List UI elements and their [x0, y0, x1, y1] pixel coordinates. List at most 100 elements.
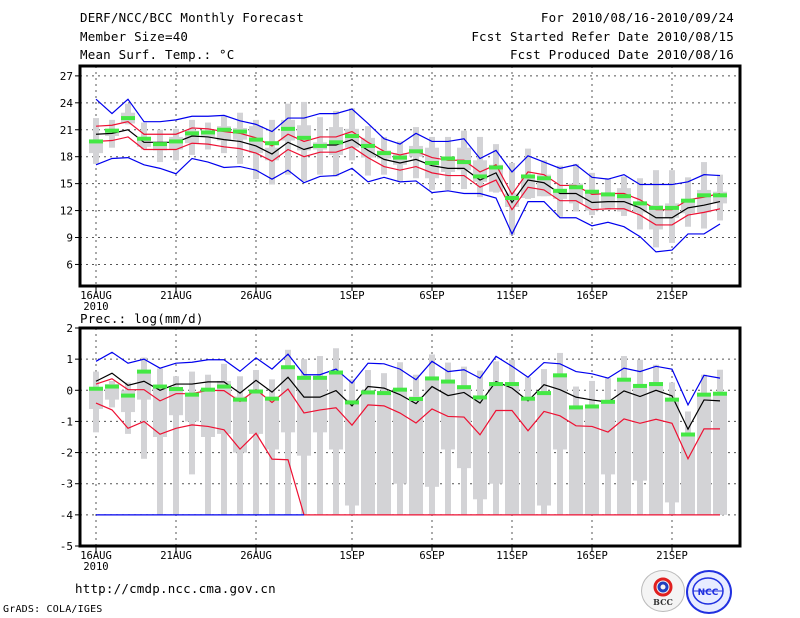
obs-marker	[521, 174, 535, 179]
range-bar	[173, 376, 179, 515]
obs-marker	[185, 131, 199, 136]
x-tick-label: 16AUG	[80, 290, 112, 302]
x-tick-label: 16SEP	[576, 550, 608, 562]
obs-marker	[553, 188, 567, 193]
obs-marker	[297, 135, 311, 140]
y-tick-label: 15	[60, 178, 73, 191]
quartile-box	[313, 377, 327, 433]
quartile-box	[185, 393, 199, 422]
obs-marker	[569, 405, 583, 410]
x-tick-label: 21AUG	[160, 290, 192, 302]
quartile-box	[441, 380, 455, 450]
obs-marker	[297, 375, 311, 380]
y-tick-label: 27	[60, 70, 73, 83]
y-tick-label: 18	[60, 151, 73, 164]
obs-marker	[345, 134, 359, 139]
obs-marker	[457, 385, 471, 390]
obs-marker	[489, 165, 503, 170]
obs-marker	[665, 205, 679, 210]
obs-marker	[441, 156, 455, 161]
obs-marker	[361, 143, 375, 148]
bcc-logo-icon: BCC	[653, 577, 673, 607]
series-outer-upper	[95, 351, 721, 407]
obs-marker	[233, 129, 247, 134]
quartile-box	[617, 379, 631, 515]
obs-marker	[169, 387, 183, 392]
quartile-box	[217, 380, 231, 434]
range-bar	[141, 122, 147, 150]
quartile-box	[649, 384, 663, 515]
obs-marker	[281, 365, 295, 370]
obs-marker	[89, 139, 103, 144]
quartile-box	[713, 191, 727, 204]
obs-marker	[457, 160, 471, 165]
quartile-box	[297, 377, 311, 456]
quartile-box	[473, 160, 487, 182]
obs-marker	[169, 139, 183, 144]
temp-panel-label: Mean Surf. Temp.: °C	[80, 47, 235, 62]
quartile-box	[409, 396, 423, 515]
obs-marker	[665, 397, 679, 402]
obs-marker	[201, 387, 215, 392]
obs-marker	[185, 392, 199, 397]
obs-marker	[105, 384, 119, 389]
obs-marker	[633, 383, 647, 388]
obs-marker	[265, 396, 279, 401]
quartile-box	[457, 147, 471, 171]
obs-marker	[137, 369, 151, 374]
quartile-box	[601, 193, 615, 208]
quartile-box	[457, 387, 471, 469]
obs-marker	[585, 189, 599, 194]
obs-marker	[425, 376, 439, 381]
x-tick-year: 2010	[83, 301, 108, 313]
obs-marker	[409, 149, 423, 154]
series-outer-lower	[95, 156, 721, 253]
series-mean	[95, 372, 721, 431]
obs-marker	[633, 201, 647, 206]
obs-marker	[537, 391, 551, 396]
y-tick-label: 21	[60, 124, 73, 137]
quartile-box	[121, 390, 135, 413]
plot-frame	[78, 326, 742, 548]
x-tick-year: 2010	[83, 561, 108, 573]
quartile-box	[249, 390, 263, 434]
source-url[interactable]: http://cmdp.ncc.cma.gov.cn	[75, 581, 276, 596]
quartile-box	[521, 399, 535, 515]
started-date: Fcst Started Refer Date 2010/08/15	[471, 29, 734, 44]
range-bar	[189, 371, 195, 475]
quartile-box	[153, 142, 167, 151]
y-tick-label: 6	[66, 258, 73, 271]
x-tick-label: 11SEP	[496, 550, 528, 562]
range-bar	[141, 357, 147, 459]
range-bar	[525, 148, 531, 199]
quartile-box	[329, 371, 343, 450]
obs-marker	[681, 198, 695, 203]
ncc-logo-icon: NCC	[692, 577, 724, 605]
obs-marker	[217, 127, 231, 132]
obs-marker	[473, 395, 487, 400]
series-outer-upper	[95, 98, 721, 186]
obs-marker	[329, 140, 343, 145]
obs-marker	[649, 205, 663, 210]
quartile-box	[281, 368, 295, 433]
obs-marker	[681, 432, 695, 437]
obs-marker	[121, 393, 135, 398]
x-tick-label: 6SEP	[419, 290, 444, 302]
obs-marker	[217, 384, 231, 389]
quartile-box	[617, 188, 631, 212]
quartile-box	[553, 374, 567, 450]
obs-marker	[153, 384, 167, 389]
obs-marker	[473, 174, 487, 179]
quartile-box	[713, 393, 727, 515]
x-tick-label: 16SEP	[576, 290, 608, 302]
chart-title: DERF/NCC/BCC Monthly Forecast	[80, 10, 305, 25]
obs-marker	[329, 370, 343, 375]
obs-marker	[505, 382, 519, 387]
plot-frame	[78, 64, 742, 288]
svg-text:BCC: BCC	[653, 597, 673, 607]
quartile-box	[553, 189, 567, 199]
x-tick-label: 1SEP	[339, 290, 364, 302]
obs-marker	[697, 193, 711, 198]
